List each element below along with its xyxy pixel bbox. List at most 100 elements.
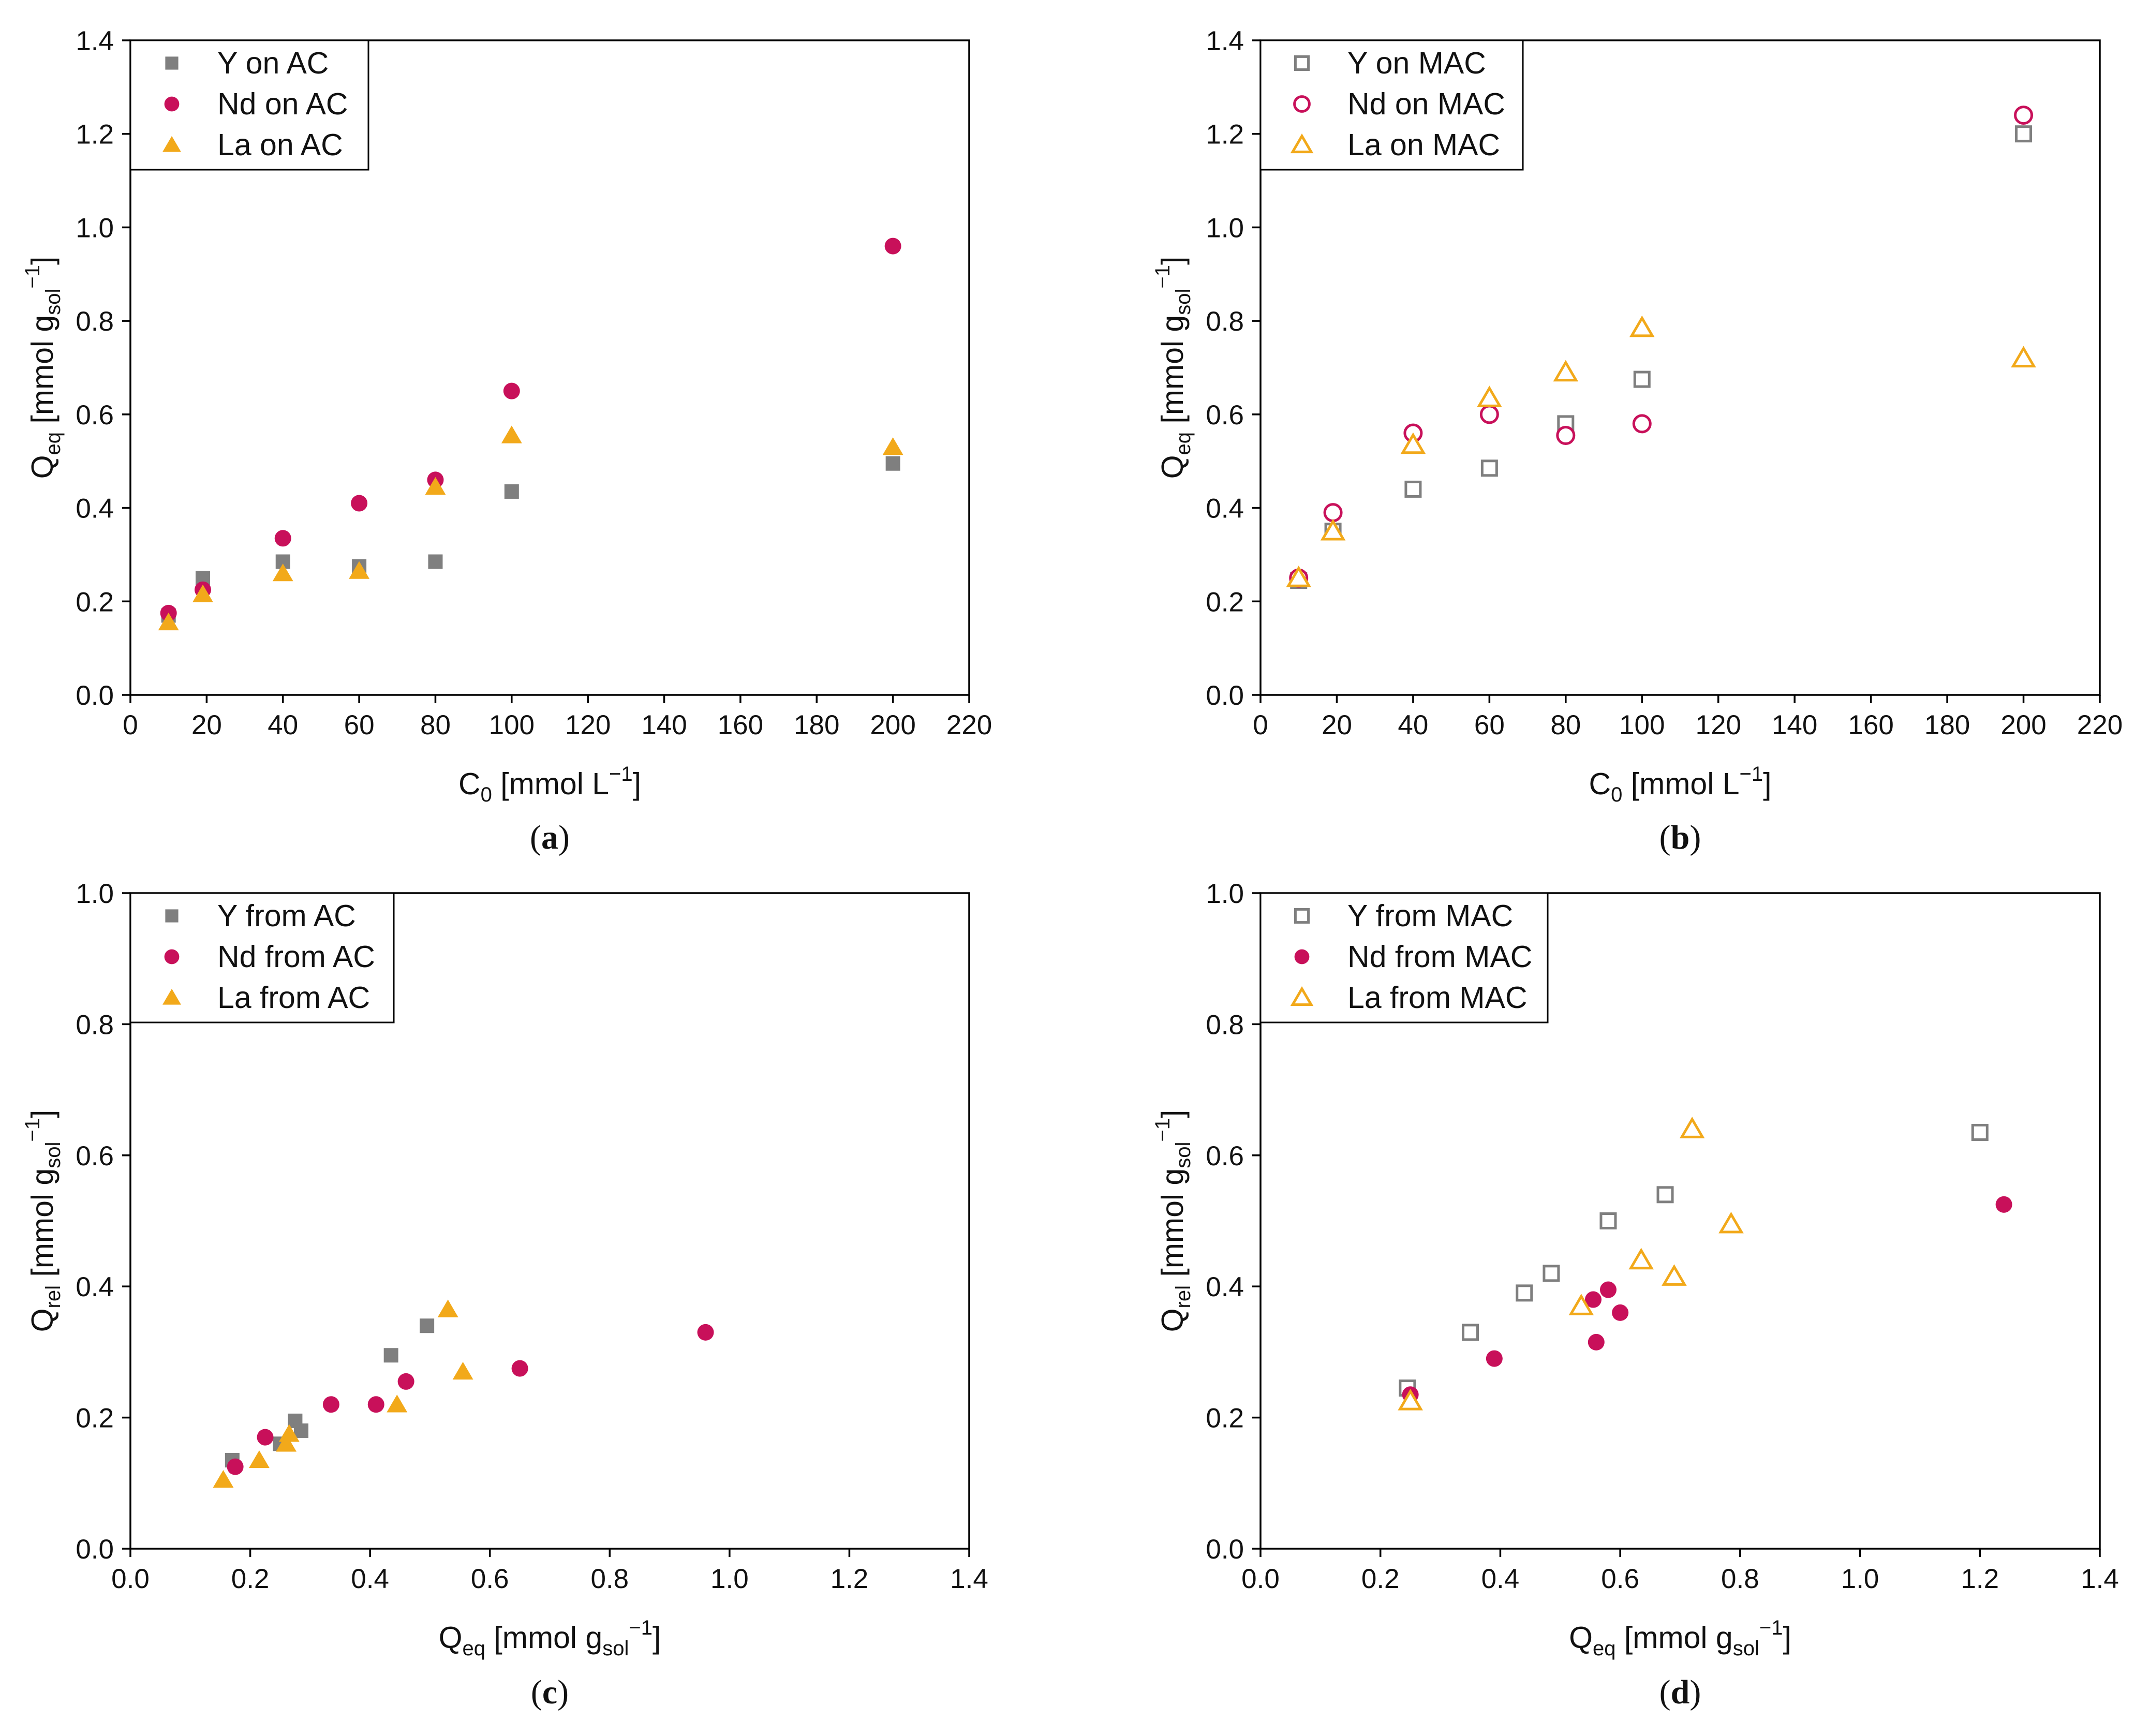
legend-marker (165, 56, 179, 70)
data-point (1588, 1333, 1605, 1351)
data-point (227, 1458, 244, 1475)
data-point (1629, 315, 1655, 337)
data-point (1480, 459, 1498, 477)
y-tick-label: 1.0 (76, 213, 114, 243)
plot-frame (1259, 892, 2101, 1550)
y-tick-label: 0.4 (76, 1272, 114, 1302)
data-point (192, 584, 213, 602)
data-point (1400, 432, 1426, 454)
panel-c: 0.0 0.2 0.4 0.6 0.8 1.0 1.2 1.4 0.0 0.2 0.4 0.6 0.8 1… (21, 879, 988, 1711)
data-point (1679, 1117, 1705, 1138)
data-point (885, 456, 900, 471)
y-tick-label: 0.6 (1206, 1141, 1244, 1171)
data-point (1633, 370, 1651, 388)
y-tick-label: 0.2 (76, 1403, 114, 1434)
panel-label: (c) (531, 1673, 569, 1711)
x-tick-label: 140 (1772, 710, 1817, 740)
x-axis-title: C0 [mmol L−1] (458, 763, 641, 806)
series-nd-on-ac (160, 238, 901, 621)
y-tick-label: 0.4 (1206, 494, 1244, 524)
y-axis-title: Qeq [mmol gsol−1] (1151, 257, 1195, 479)
series-la-on-mac (1286, 315, 2036, 587)
y-tick-label: 0.6 (76, 400, 114, 431)
panel-d: 0.0 0.2 0.4 0.6 0.8 1.0 1.2 1.4 0.0 0.2 0.4 0.6 0.8 1… (1151, 879, 2119, 1711)
x-tick-label: 0 (1253, 710, 1268, 740)
data-point (882, 437, 903, 455)
data-point (397, 1373, 414, 1390)
y-tick-label: 1.4 (76, 26, 114, 56)
x-tick-label: 220 (946, 710, 992, 740)
y-tick-label: 0.4 (1206, 1272, 1244, 1302)
data-point (511, 1360, 528, 1377)
x-tick-label: 1.0 (1841, 1564, 1879, 1594)
x-tick-label: 180 (1924, 710, 1970, 740)
data-point (272, 563, 293, 582)
data-point (1486, 1350, 1503, 1367)
data-point (1585, 1291, 1602, 1308)
data-point (2015, 125, 2033, 143)
x-tick-label: 0.4 (1481, 1564, 1520, 1594)
legend: Y on AC Nd on AC La on AC (129, 39, 369, 171)
series-nd-from-ac (227, 1324, 714, 1475)
y-tick-label: 0.2 (1206, 587, 1244, 617)
legend: Y on MAC Nd on MAC La on MAC (1259, 39, 1524, 171)
data-point (1718, 1211, 1744, 1234)
legend-entry: Nd from MAC (1347, 940, 1532, 974)
legend-entry: Y on AC (217, 46, 329, 80)
x-tick-label: 160 (1848, 710, 1893, 740)
panel-label: (d) (1659, 1673, 1701, 1711)
x-tick-label: 80 (1550, 710, 1581, 740)
data-point (501, 425, 522, 443)
x-tick-label: 60 (1474, 710, 1505, 740)
data-point (1286, 566, 1312, 587)
y-tick-label: 0.0 (1206, 1534, 1244, 1565)
data-point (257, 1429, 274, 1446)
y-tick-label: 0.4 (76, 494, 114, 524)
plot-frame (129, 39, 970, 696)
x-tick-label: 40 (268, 710, 298, 740)
legend-marker (164, 949, 180, 965)
data-point (322, 1396, 339, 1413)
legend-entry: Y from AC (217, 899, 356, 933)
panel-label: (a) (530, 819, 570, 856)
x-tick-label: 1.0 (710, 1564, 749, 1594)
data-point (1599, 1281, 1617, 1298)
data-point (428, 554, 443, 569)
legend-entry: Nd on AC (217, 87, 348, 121)
data-point (504, 484, 519, 499)
x-tick-label: 0.8 (1721, 1564, 1759, 1594)
data-point (1971, 1123, 1989, 1141)
x-tick-label: 0.2 (1361, 1564, 1400, 1594)
data-point (2014, 106, 2034, 125)
y-axis-title: Qrel [mmol gsol−1] (1151, 1110, 1195, 1332)
x-tick-label: 20 (191, 710, 222, 740)
legend-marker (165, 909, 179, 923)
y-tick-label: 1.0 (1206, 879, 1244, 909)
data-point (1556, 426, 1576, 446)
series-la-from-ac (213, 1299, 473, 1488)
x-tick-label: 100 (1619, 710, 1665, 740)
x-tick-label: 0.4 (351, 1564, 389, 1594)
y-tick-label: 0.0 (76, 680, 114, 711)
x-tick-label: 0.8 (590, 1564, 629, 1594)
series-nd-on-mac (1289, 106, 2034, 588)
y-tick-label: 0.2 (76, 587, 114, 617)
panel-b: 0 20 40 60 80 100 120 140 160 180 200 220 0.0 0.2 0.4 0… (1151, 26, 2123, 856)
data-point (248, 1450, 270, 1468)
x-tick-label: 60 (344, 710, 375, 740)
y-tick-label: 0.6 (76, 1141, 114, 1171)
y-tick-label: 0.0 (76, 1534, 114, 1565)
x-tick-label: 0 (123, 710, 138, 740)
y-tick-label: 1.2 (76, 120, 114, 150)
x-tick-label: 200 (2000, 710, 2046, 740)
panel-label: (b) (1659, 819, 1701, 856)
data-point (884, 238, 901, 255)
data-point (2011, 346, 2036, 368)
data-point (278, 1424, 300, 1442)
legend-entry: La on AC (217, 128, 343, 162)
x-tick-label: 1.2 (1961, 1564, 1999, 1594)
data-point (213, 1470, 234, 1488)
data-point (351, 495, 368, 512)
data-point (1320, 518, 1346, 541)
